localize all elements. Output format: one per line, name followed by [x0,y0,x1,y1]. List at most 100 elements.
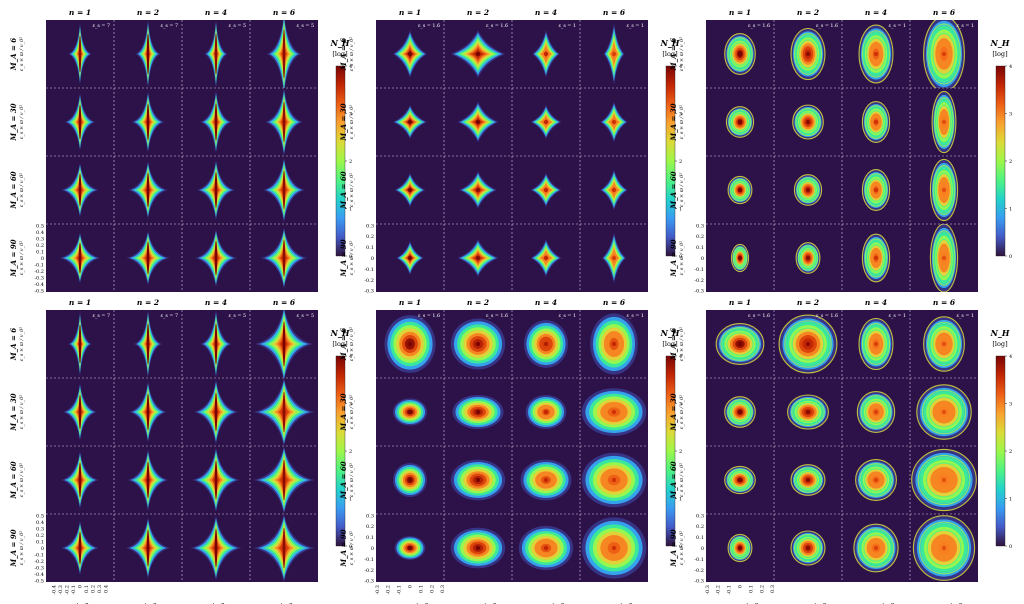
epsilon-annotation: ε_s = 5 [229,23,246,29]
row-header-sublabel: ε_s × ϖ / v_0² [349,395,355,430]
epsilon-annotation: ε_s = 1.6 [816,313,838,319]
density-peak [282,239,286,277]
density-map [194,229,238,287]
density-peak [611,51,617,57]
column-header: n = 6 [273,8,296,17]
x-tick: -0.2 [716,585,722,595]
colorbar-tick-label: 2 [679,159,682,165]
density-ring [931,90,957,154]
density-map [393,398,427,426]
density-map [725,106,755,138]
heatmap-panel [250,224,318,292]
density-map [727,533,753,563]
row-header-label: M_A = 60 [9,461,18,499]
heatmap-panel: ε_s = 1.6 [376,310,444,378]
density-peak [78,324,82,364]
density-ring [932,328,956,360]
density-map [394,536,426,560]
row-header-label: M_A = 60 [669,461,678,499]
x-tick-label: 0.1 [418,585,424,593]
density-ring [732,246,748,270]
row-header-sublabel: ε_s × ϖ / v_0² [349,463,355,498]
y-tick-label: -0.2 [34,559,44,565]
density-peak [214,240,218,276]
x-tick-label: -0.2 [386,585,392,595]
heatmap-panel [910,224,978,292]
colorbar-tick-label: 4 [679,354,682,360]
density-ring [936,104,952,140]
density-map [602,232,626,284]
x-tick-label: 0.3 [97,585,103,593]
density-map [787,394,829,430]
density-peak [78,394,82,430]
column-header: n = 4 [535,8,557,17]
colorbar-tick-label: 1 [679,207,682,213]
density-map [724,465,756,495]
y-tick-label: -0.2 [364,278,374,284]
row-header-label: M_A = 6 [339,38,348,71]
heatmap-panel [444,378,512,446]
density-peak [146,461,150,499]
density-ring [787,394,829,430]
row-header-label: M_A = 90 [669,239,678,277]
density-ring [855,459,897,501]
density-ring [911,448,977,512]
density-ring [791,327,825,361]
density-map [795,242,821,274]
block-B: n = 1 n = 2 n = 4 n = 6 ε_s = 1.6 ε_s = 1.6 ε_… [339,8,682,295]
column-header: n = 4 [865,8,887,17]
y-tick-label: -0.3 [694,289,704,295]
heatmap-panel [774,88,842,156]
colorbar-gradient [665,355,676,547]
density-peak [873,477,879,483]
heatmap-panel [250,156,318,224]
density-map [196,160,236,220]
x-tick: -0.3 [58,585,64,595]
density-ring [729,178,751,202]
density-map [923,316,965,372]
colorbar-gradient [665,65,676,257]
density-ring [917,454,971,506]
density-peak [737,409,743,415]
heatmap-panel: ε_s = 1 [512,310,580,378]
density-map [916,384,972,440]
heatmap-panel [774,446,842,514]
heatmap-panel [706,514,774,582]
x-tick-label: -0.4 [51,585,57,595]
row-header-label: M_A = 90 [9,239,18,277]
heatmap-panel [182,156,250,224]
density-peak [78,104,82,140]
colorbar-unit: [log] [332,340,347,348]
heatmap-panel: ε_s = 1.6 [706,20,774,88]
y-tick-label: -0.3 [34,276,44,282]
colorbar-tick-label: 4 [679,64,682,70]
density-peak [407,409,413,415]
colorbar: N_H [log] 0 1 2 3 4 [330,328,353,550]
y-tick-label: -0.3 [34,566,44,572]
row-header-sublabel: ε_s × ϖ / v_0² [679,105,685,140]
density-ring [912,515,976,581]
block-A: n = 1 n = 2 n = 4 n = 6 ε_s = 7 ε_s = 7 ε_s = … [9,8,352,295]
y-tick-label: 0.2 [366,524,374,530]
x-tick-label: 0.1 [748,585,754,593]
density-peak [737,187,743,193]
density-ring [927,321,961,367]
epsilon-annotation: ε_s = 5 [297,23,314,29]
row-header-sublabel: ε_s × ϖ / v_0² [349,241,355,276]
density-map [581,452,647,508]
heatmap-panel [580,378,648,446]
density-ring [790,530,826,566]
x-tick-label: 0.1 [84,585,90,593]
heatmap-panel [376,446,444,514]
x-tick: 0 [408,585,414,588]
heatmap-panel [376,378,444,446]
density-ring [853,523,899,573]
heatmap-panel [706,156,774,224]
density-ring [799,112,817,132]
density-peak [737,119,743,125]
density-map [61,162,99,218]
row-header-sublabel: ε_s × ϖ / v_0² [679,241,685,276]
density-peak [78,242,82,274]
heatmap-panel [250,514,318,582]
density-ring [790,464,826,496]
